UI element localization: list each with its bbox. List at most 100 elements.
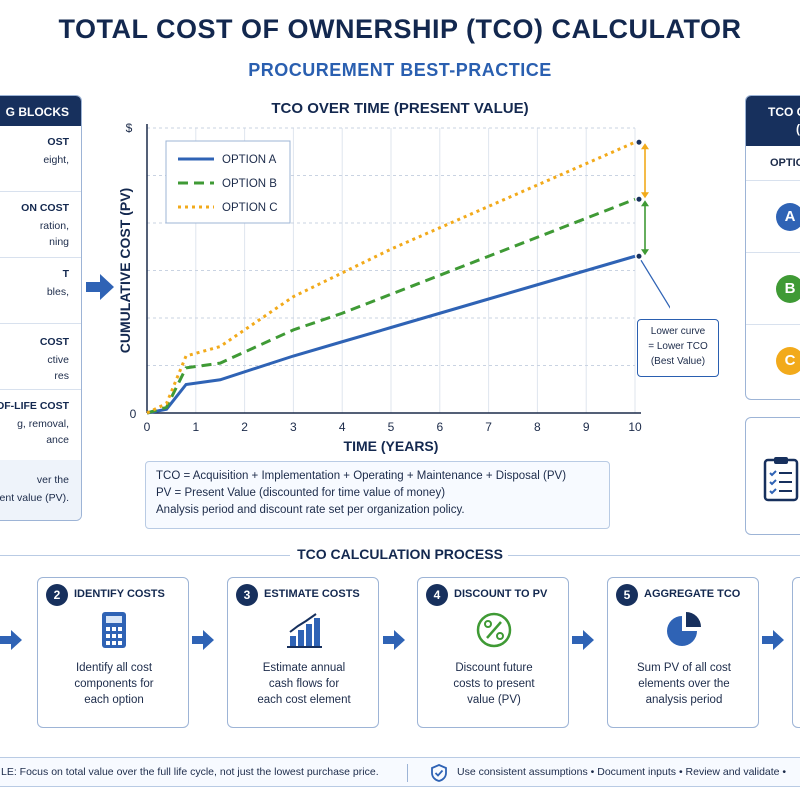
step-text: each cost element [257,694,351,706]
shield-check-icon [431,764,447,782]
option-badge-a: A [776,203,800,231]
page-subtitle: PROCUREMENT BEST-PRACTICE [248,60,552,80]
option-row-a: A [746,181,800,253]
right-arrow-icon [572,630,594,650]
block-title: OF-LIFE COST [0,400,69,412]
block-end-of-life: OF-LIFE COST g, removal, ance [0,390,81,460]
principle-bar: LE: Focus on total value over the full l… [0,757,800,787]
step-number: 2 [46,584,68,606]
block-acquisition: OST eight, [0,126,81,192]
block-text: g, removal, [17,418,69,430]
chart-callout: Lower curve = Lower TCO (Best Value) [637,319,719,377]
y-zero-label: 0 [130,407,137,421]
block-title: COST [39,336,69,348]
tco-chart: 0 1 2 3 4 5 6 7 8 9 10 0 $ TIME (YEARS) CUMULATIVE COS… [117,121,670,454]
block-text: res [54,370,69,382]
option-badge-c: C [776,347,800,375]
right-arrow-icon [86,274,114,300]
option-row-b: B [746,253,800,325]
block-maintenance: COST ctive res [0,324,81,390]
step-text: costs to present [453,678,535,690]
block-title: ON COST [21,202,69,214]
x-tick-label: 5 [388,420,395,434]
step-text: Sum PV of all cost [637,662,731,674]
step-title: AGGREGATE TCO [644,588,741,600]
best-practice-text: Use consistent assumptions • Document in… [457,766,787,778]
step-number: 4 [426,584,448,606]
comparison-header-line: TCO C [768,105,800,119]
block-text: ctive [47,354,69,366]
bar-chart-icon [287,613,322,648]
y-top-label: $ [126,121,133,135]
clipboard-checklist-icon [763,457,799,502]
step-text: each option [84,694,144,706]
process-step-aggregate: 5 AGGREGATE TCO Sum PV of all cost eleme… [607,577,759,728]
process-step-partial [792,577,800,728]
building-blocks-header: G BLOCKS [0,96,81,126]
x-tick-label: 9 [583,420,590,434]
block-implementation: ON COST ration, ning [0,192,81,258]
legend-label: OPTION C [222,202,278,214]
step-text: value (PV) [467,694,521,706]
callout-line: Lower curve [650,326,706,337]
step-text: Estimate annual [262,662,346,674]
callout-line: = Lower TCO [648,341,708,352]
y-axis-title: CUMULATIVE COST (PV) [117,188,133,353]
block-text: ance [46,434,69,446]
legend-label: OPTION B [222,178,277,190]
step-text: Discount future [455,662,533,674]
option-row-c: C [746,325,800,397]
series-end-point [636,253,642,259]
difference-arrow-b-a-head [641,249,649,256]
note-line: esent value (PV). [0,492,69,504]
step-text: analysis period [645,694,723,706]
comparison-header-line: ( [796,122,800,136]
process-step-identify: 2 IDENTIFY COSTS Identify all cost compo… [37,577,189,728]
divider [508,555,800,556]
divider [407,764,408,782]
note-line: ver the [36,474,69,486]
callout-pointer [640,259,670,309]
right-arrow-icon [0,630,22,650]
callout-line: (Best Value) [650,356,706,367]
percent-icon [476,612,512,648]
step-title: IDENTIFY COSTS [74,588,165,600]
process-title: TCO CALCULATION PROCESS [297,546,503,562]
series-end-point [636,139,642,145]
series-line-option-c [146,140,636,415]
block-operating: T bles, [0,258,81,324]
step-text: Identify all cost [75,662,153,674]
step-text: cash flows for [268,678,340,690]
series-line-option-b [146,197,636,415]
x-tick-label: 2 [241,420,248,434]
block-title: T [62,268,69,280]
block-text: eight, [43,154,69,166]
x-tick-label: 10 [628,420,642,434]
process-step-discount: 4 DISCOUNT TO PV Discount future costs t… [417,577,569,728]
x-tick-label: 1 [192,420,199,434]
process-step-estimate: 3 ESTIMATE COSTS Estimate annual cash fl… [227,577,379,728]
x-tick-label: 7 [485,420,492,434]
step-number: 5 [616,584,638,606]
comparison-header: TCO C ( [746,96,800,146]
difference-arrow-c-b-head [641,143,649,150]
right-arrow-icon [192,630,214,650]
series-end-point [636,196,642,202]
block-text: bles, [46,286,69,298]
block-text: ning [49,236,69,248]
formula-line: Analysis period and discount rate set pe… [156,504,465,516]
pie-chart-icon [667,612,701,646]
x-tick-label: 3 [290,420,297,434]
building-blocks-note: ver the esent value (PV). [0,460,81,520]
x-tick-label: 8 [534,420,541,434]
option-badge-b: B [776,275,800,303]
x-tick-label: 4 [339,420,346,434]
difference-arrow-c-b-head [641,192,649,199]
step-text: elements over the [638,678,730,690]
step-number: 3 [236,584,258,606]
formula-line: TCO = Acquisition + Implementation + Ope… [156,470,567,482]
step-title: DISCOUNT TO PV [454,588,548,600]
tco-comparison-panel: TCO C ( OPTIO A B C [745,95,800,400]
difference-arrow-b-a-head [641,200,649,207]
x-axis-title: TIME (YEARS) [344,438,439,454]
